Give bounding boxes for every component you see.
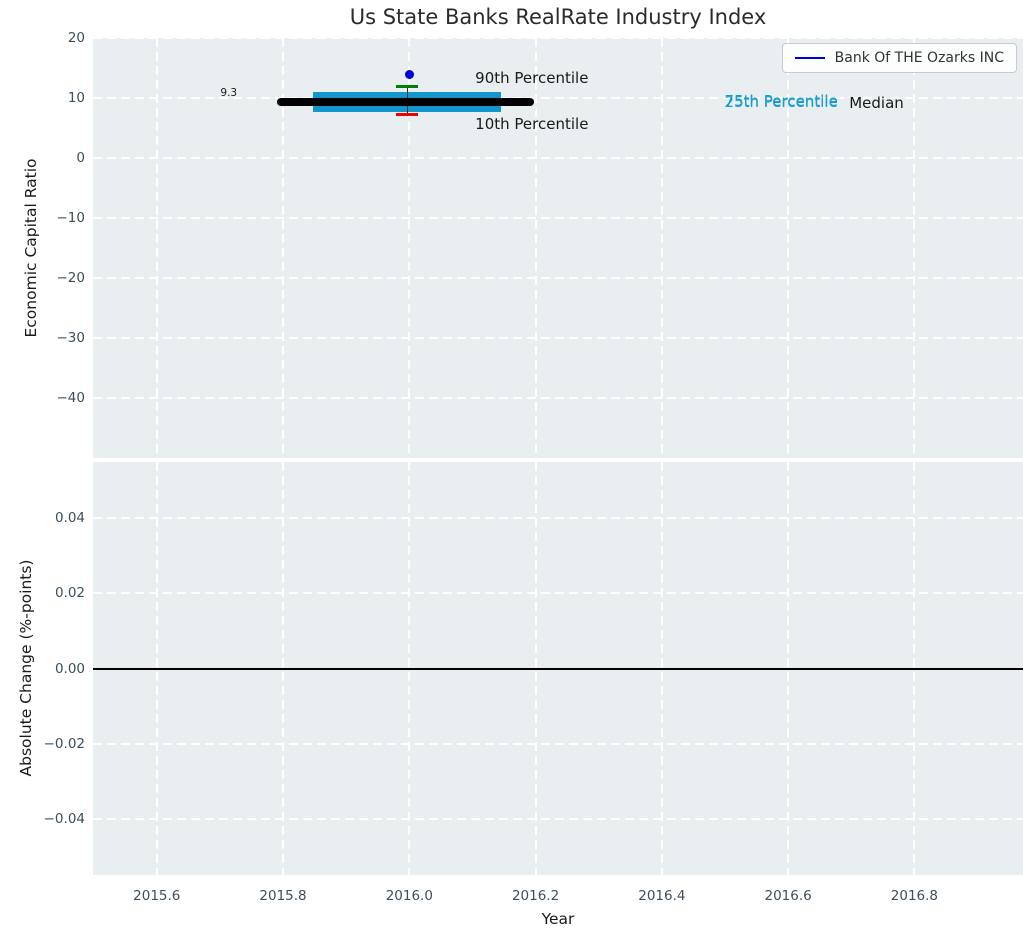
x-gridline [787,38,790,458]
top-y-axis-label: Economic Capital Ratio [22,158,40,338]
y-tick-label: −40 [56,390,86,406]
x-axis-label: Year [541,910,575,928]
y-gridline [93,277,1023,279]
x-tick-label: 2015.8 [259,888,307,904]
y-tick-label: 20 [67,30,85,46]
y-tick-label: 0.02 [54,585,85,602]
top-plot-area: Bank Of THE Ozarks INC 20 10 0 −10 −20 −30 −40… [57,30,1023,458]
zero-line [93,667,1023,670]
y-gridline [93,592,1023,595]
bottom-y-axis-label: Absolute Change (%-points) [17,559,35,777]
x-gridline [282,38,285,458]
p10-cap [396,112,419,116]
p75-label: 75th Percentile [724,91,838,110]
y-gridline [93,97,1023,99]
chart-title: Us State Banks RealRate Industry Index [349,5,767,29]
y-gridline [93,337,1023,339]
median-label: Median [849,93,904,112]
x-tick-label: 2015.6 [133,888,181,904]
y-gridline [93,517,1023,520]
p10-label: 10th Percentile [475,114,589,133]
y-tick-label: −0.02 [43,735,85,752]
y-tick-label: 0.00 [54,660,85,677]
x-tick-label: 2016.2 [511,888,560,904]
y-tick-label: 10 [67,90,85,106]
p90-label: 90th Percentile [475,69,589,88]
y-tick-label: −30 [56,330,86,346]
x-gridline [660,38,663,458]
y-tick-label: 0.04 [54,510,85,527]
y-gridline [93,157,1023,159]
x-tick-label: 2016.4 [638,888,686,904]
p90-cap [396,84,419,88]
x-gridline [913,38,916,458]
median-value-annotation: 9.3 [220,87,238,100]
x-tick-label: 2016.6 [764,888,812,904]
median-line [277,98,534,107]
y-tick-label: −0.04 [43,810,85,827]
x-gridline [155,38,158,458]
y-tick-label: −10 [56,210,86,226]
y-gridline [93,742,1023,745]
bottom-plot-area: 2015.6 2015.8 2016.0 2016.2 2016.4 2016.6 2016… [44,462,1023,904]
y-tick-label: −20 [56,270,86,286]
y-tick-label: 0 [76,150,85,166]
x-tick-label: 2016.0 [385,888,433,904]
legend: Bank Of THE Ozarks INC [781,43,1017,73]
company-data-point [404,69,414,79]
legend-label: Bank Of THE Ozarks INC [834,50,1004,66]
y-gridline [93,817,1023,820]
x-tick-label: 2016.8 [890,888,939,904]
x-gridline [408,38,411,458]
y-gridline [93,217,1023,219]
y-gridline [93,397,1023,399]
p25-label: 25th Percentile [724,92,838,111]
x-gridline [534,38,537,458]
y-gridline [93,37,1023,39]
legend-line-swatch [794,57,825,59]
